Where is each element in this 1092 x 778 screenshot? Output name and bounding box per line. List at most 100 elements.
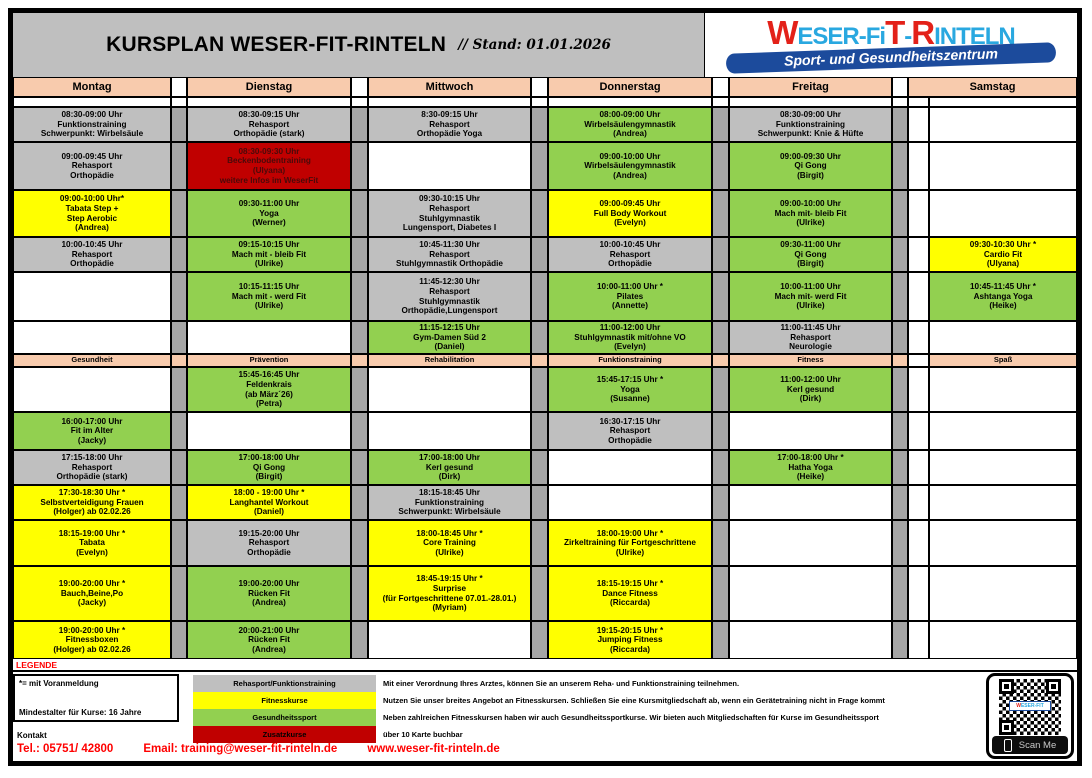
spacer-cell [351, 142, 368, 190]
spacer-cell [351, 367, 368, 412]
course-cell: 09:00-10:00 Uhr Mach mit- bleib Fit (Ulr… [729, 190, 892, 237]
spacer-cell [171, 237, 187, 272]
inset-cell [908, 272, 929, 321]
course-cell: 18:15-19:00 Uhr * Tabata (Evelyn) [13, 520, 171, 566]
empty-cell [548, 450, 712, 485]
empty-cell [13, 321, 171, 354]
day-header-donnerstag: Donnerstag [548, 77, 712, 97]
spacer-cell [531, 520, 548, 566]
empty-cell [929, 321, 1077, 354]
spacer-cell [351, 566, 368, 621]
spacer-cell [171, 485, 187, 520]
title-zone: KURSPLAN WESER-FIT-RINTELN // Stand: 01.… [13, 13, 705, 77]
empty-cell [368, 412, 531, 450]
spacer-cell [892, 97, 908, 107]
spacer-cell [351, 190, 368, 237]
legend-descriptions: Mit einer Verordnung Ihres Arztes, könne… [383, 675, 983, 743]
course-cell: 8:30-09:15 Uhr Rehasport Orthopädie Yoga [368, 107, 531, 142]
spacer-cell [712, 107, 729, 142]
logo-letter-t: T [885, 14, 905, 51]
spacer-cell [531, 77, 548, 97]
spacer-cell [171, 450, 187, 485]
spacer-cell [712, 520, 729, 566]
spacer-cell [712, 485, 729, 520]
spacer-cell [712, 450, 729, 485]
spacer-cell [171, 97, 187, 107]
category-band-mittwoch: Rehabilitation [368, 354, 531, 367]
gap-cell [13, 97, 171, 107]
spacer-cell [712, 412, 729, 450]
course-cell: 08:30-09:00 Uhr Funktionstraining Schwer… [13, 107, 171, 142]
course-cell: 09:00-09:45 Uhr Full Body Workout (Evely… [548, 190, 712, 237]
empty-cell [13, 272, 171, 321]
spacer-cell [351, 485, 368, 520]
empty-cell [548, 485, 712, 520]
gap-cell [729, 97, 892, 107]
course-cell: 10:00-11:00 Uhr * Pilates (Annette) [548, 272, 712, 321]
spacer-cell [171, 412, 187, 450]
spacer-cell [892, 190, 908, 237]
contact-email: Email: training@weser-fit-rinteln.de [143, 743, 338, 755]
course-cell: 19:15-20:00 Uhr Rehasport Orthopädie [187, 520, 351, 566]
spacer-cell [712, 237, 729, 272]
spacer-cell [171, 566, 187, 621]
legend-swatch: Fitnesskurse [193, 692, 376, 709]
spacer-cell [171, 142, 187, 190]
spacer-cell [531, 450, 548, 485]
spacer-cell [351, 621, 368, 659]
spacer-cell [351, 272, 368, 321]
inset-cell [908, 237, 929, 272]
qr-center-logo: W ESER-FIT [1009, 701, 1051, 711]
course-cell: 15:45-17:15 Uhr * Yoga (Susanne) [548, 367, 712, 412]
logo-dash: - [904, 23, 912, 50]
course-cell: 09:15-10:15 Uhr Mach mit - bleib Fit (Ul… [187, 237, 351, 272]
gap-cell [929, 97, 1077, 107]
spacer-cell [892, 107, 908, 142]
course-cell: 16:00-17:00 Uhr Fit im Alter (Jacky) [13, 412, 171, 450]
gap-cell [368, 97, 531, 107]
legend-swatch: Zusatzkurse [193, 726, 376, 743]
course-cell: 09:30-10:15 Uhr Rehasport Stuhlgymnastik… [368, 190, 531, 237]
spacer-cell [892, 272, 908, 321]
spacer-cell [171, 520, 187, 566]
empty-cell [187, 412, 351, 450]
spacer-cell [531, 272, 548, 321]
spacer-cell [531, 367, 548, 412]
kontakt-label: Kontakt [17, 731, 47, 740]
legend-desc: über 10 Karte buchbar [383, 730, 463, 739]
gap-cell [548, 97, 712, 107]
course-cell: 19:00-20:00 Uhr * Bauch,Beine,Po (Jacky) [13, 566, 171, 621]
contact-web: www.weser-fit-rinteln.de [367, 743, 500, 755]
spacer-cell [892, 566, 908, 621]
spacer-cell [712, 566, 729, 621]
spacer-cell [351, 107, 368, 142]
spacer-cell [531, 107, 548, 142]
course-cell: 18:00-19:00 Uhr * Zirkeltraining für For… [548, 520, 712, 566]
spacer-cell [351, 237, 368, 272]
spacer-cell [712, 97, 729, 107]
course-cell: 18:00-18:45 Uhr * Core Training (Ulrike) [368, 520, 531, 566]
inset-cell [908, 367, 929, 412]
course-cell: 16:30-17:15 Uhr Rehasport Orthopädie [548, 412, 712, 450]
spacer-cell [351, 77, 368, 97]
spacer-cell [892, 77, 908, 97]
inset-cell [908, 107, 929, 142]
course-cell: 11:00-11:45 Uhr Rehasport Neurologie [729, 321, 892, 354]
spacer-cell [531, 237, 548, 272]
empty-cell [729, 621, 892, 659]
spacer-cell [892, 354, 908, 367]
course-cell: 10:00-11:00 Uhr Mach mit- werd Fit (Ulri… [729, 272, 892, 321]
course-cell: 19:15-20:15 Uhr * Jumping Fitness (Ricca… [548, 621, 712, 659]
scan-me-bar: Scan Me [992, 736, 1068, 754]
spacer-cell [171, 367, 187, 412]
course-cell: 11:15-12:15 Uhr Gym-Damen Süd 2 (Daniel) [368, 321, 531, 354]
empty-cell [729, 485, 892, 520]
day-header-samstag: Samstag [908, 77, 1077, 97]
empty-cell [929, 190, 1077, 237]
spacer-cell [712, 142, 729, 190]
spacer-cell [531, 566, 548, 621]
spacer-cell [712, 321, 729, 354]
course-cell: 18:45-19:15 Uhr * Surprise (für Fortgesc… [368, 566, 531, 621]
category-band-dienstag: Prävention [187, 354, 351, 367]
spacer-cell [892, 367, 908, 412]
